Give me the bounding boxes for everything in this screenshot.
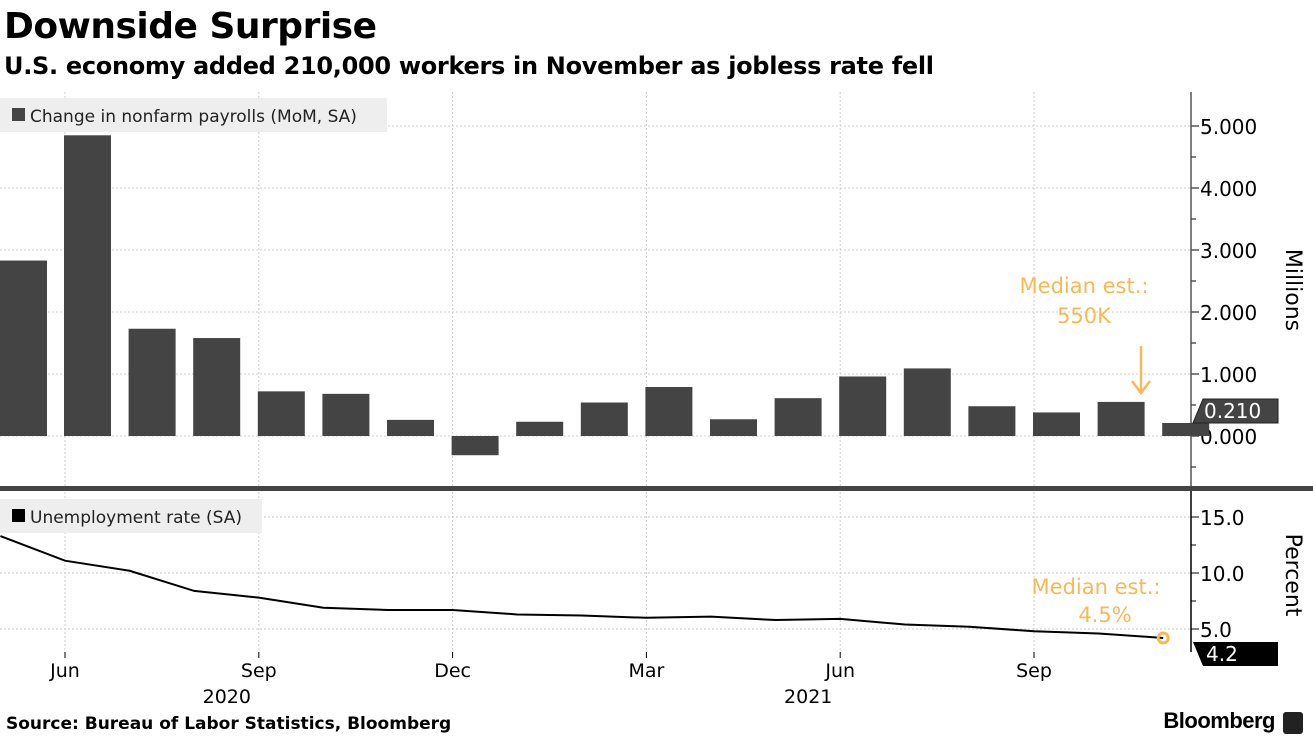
- bar-nov-2021: [1162, 422, 1210, 436]
- arrow-down-icon: [1131, 380, 1151, 396]
- bar-sep-2020: [257, 391, 305, 436]
- y-tick-label: 1.000: [1200, 363, 1257, 387]
- bar-jun-2020: [64, 135, 111, 437]
- last-value-tag-upper: [1192, 398, 1279, 424]
- bar-may-2020: [0, 260, 47, 436]
- bar-jul-2021: [903, 368, 951, 436]
- last-value-label-lower: 4.2: [1206, 642, 1238, 666]
- y-tick-label: 3.000: [1200, 239, 1257, 263]
- x-year-label: 2020: [203, 686, 251, 708]
- bar-jun-2021: [839, 376, 887, 436]
- bar-aug-2021: [968, 406, 1016, 436]
- bar-oct-2020: [322, 393, 370, 436]
- y-tick-label: 0.000: [1200, 425, 1257, 449]
- x-tick-label: Sep: [241, 660, 277, 682]
- unemployment-line: [0, 535, 1164, 639]
- panel-divider: [0, 486, 1313, 491]
- bar-jul-2020: [128, 328, 176, 436]
- y-axis-title-lower: Percent: [1280, 534, 1305, 617]
- annotation-line2: 550K: [1057, 304, 1112, 328]
- bloomberg-logo: Bloomberg: [1163, 708, 1275, 733]
- legend-box-lower: [0, 499, 262, 533]
- last-value-label-upper: 0.210: [1204, 399, 1261, 423]
- bar-mar-2021: [645, 387, 693, 436]
- y-tick-label: 10.0: [1200, 562, 1245, 586]
- y-tick-label: 4.000: [1200, 177, 1257, 201]
- x-tick-label: Jun: [824, 660, 855, 682]
- x-tick-label: Sep: [1016, 660, 1052, 682]
- legend-swatch-lower: [12, 509, 25, 522]
- legend-label-lower: Unemployment rate (SA): [30, 508, 242, 528]
- x-year-label: 2021: [784, 686, 832, 708]
- bar-nov-2020: [387, 419, 434, 436]
- bar-apr-2021: [710, 419, 757, 436]
- legend-label-upper: Change in nonfarm payrolls (MoM, SA): [30, 107, 357, 127]
- source-note: Source: Bureau of Labor Statistics, Bloo…: [6, 714, 452, 734]
- x-tick-label: Mar: [628, 660, 664, 682]
- y-tick-label: 15.0: [1200, 506, 1245, 530]
- bar-sep-2021: [1033, 412, 1080, 436]
- annotation-line2: 4.5%: [1078, 603, 1131, 627]
- annotation-line1: Median est.:: [1032, 575, 1161, 599]
- y-tick-label: 2.000: [1200, 301, 1257, 325]
- chart-subtitle: U.S. economy added 210,000 workers in No…: [4, 52, 934, 80]
- bloomberg-chart-icon: [1283, 712, 1303, 734]
- last-value-tag-lower: [1193, 642, 1278, 666]
- y-axis-title-upper: Millions: [1280, 249, 1305, 331]
- bar-jan-2021: [516, 421, 564, 436]
- bar-oct-2021: [1097, 401, 1145, 436]
- legend-box-upper: [0, 98, 387, 132]
- legend-swatch-upper: [12, 108, 25, 121]
- x-tick-label: Dec: [434, 660, 471, 682]
- annotation-line1: Median est.:: [1020, 274, 1149, 298]
- bar-aug-2020: [193, 338, 241, 436]
- chart-title: Downside Surprise: [4, 6, 377, 47]
- bar-may-2021: [774, 398, 822, 436]
- last-point-marker: [1156, 631, 1170, 645]
- x-tick-label: Jun: [49, 660, 80, 682]
- bar-feb-2021: [580, 402, 628, 436]
- y-tick-label: 5.0: [1200, 618, 1232, 642]
- y-tick-label: 5.000: [1200, 115, 1257, 139]
- bar-dec-2020: [451, 436, 499, 456]
